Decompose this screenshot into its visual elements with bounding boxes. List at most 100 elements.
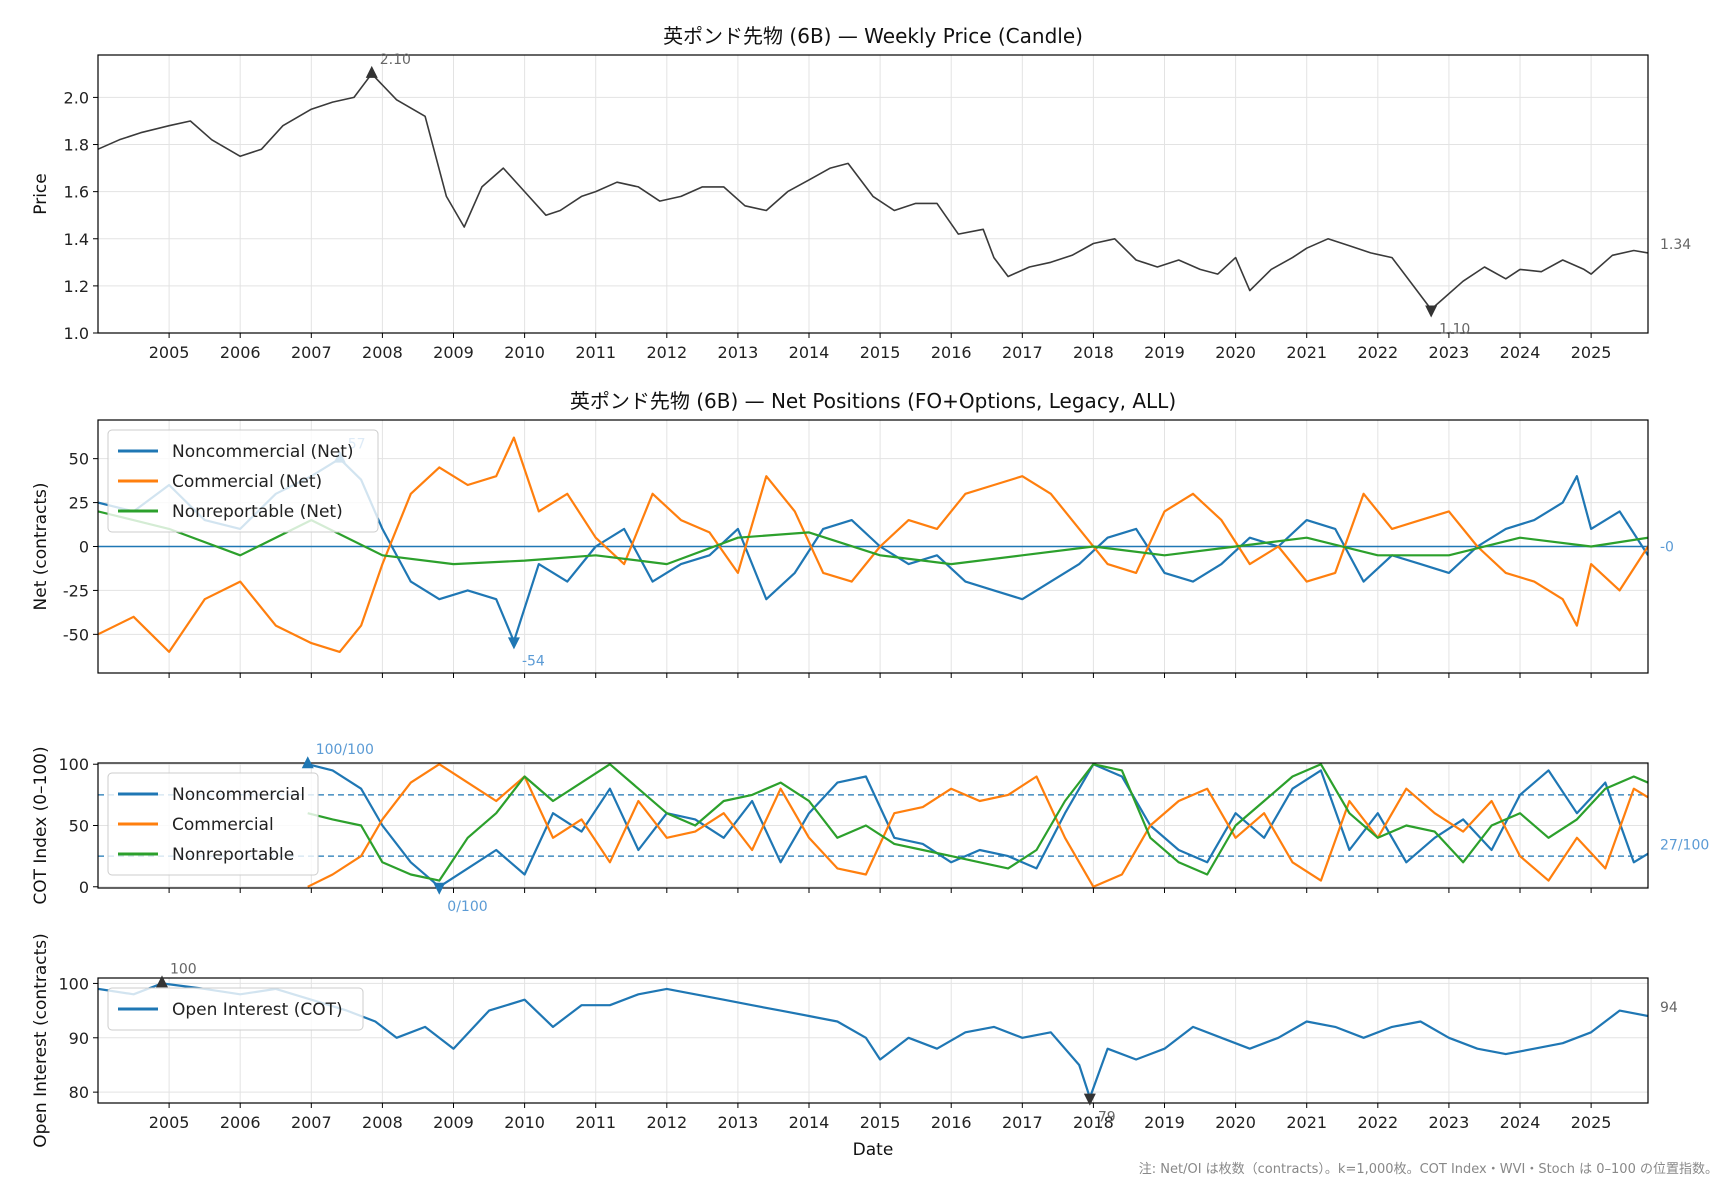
x-tick-label: 2010 [504, 1113, 545, 1132]
x-tick-label: 2010 [504, 343, 545, 362]
legend: Open Interest (COT) [107, 987, 364, 1031]
legend-label: Commercial [172, 815, 274, 835]
y-axis-label: Net (contracts) [31, 483, 51, 611]
min-annotation: 79 [1098, 1110, 1116, 1126]
x-tick-label: 2022 [1357, 1113, 1398, 1132]
x-tick-label: 2016 [931, 1113, 972, 1132]
x-tick-label: 2019 [1144, 343, 1185, 362]
min-marker [507, 637, 520, 650]
plot-frame [97, 977, 1649, 1104]
plot-frame [97, 419, 1649, 674]
x-tick-label: 2008 [362, 343, 403, 362]
legend-box [107, 772, 319, 876]
x-tick-label: 2005 [149, 1113, 190, 1132]
x-tick-label: 2024 [1500, 1113, 1541, 1132]
legend-label: Noncommercial [172, 785, 305, 805]
x-tick-label: 2017 [1002, 343, 1043, 362]
x-tick-label: 2025 [1571, 343, 1612, 362]
x-tick-label: 2014 [789, 343, 830, 362]
series-line-noncommercial-net- [98, 457, 1648, 643]
x-tick-label: 2023 [1429, 1113, 1470, 1132]
x-tick-label: 2007 [291, 343, 332, 362]
x-tick-label: 2024 [1500, 343, 1541, 362]
x-tick-label: 2012 [646, 343, 687, 362]
legend: Noncommercial (Net) Commercial (Net) Nonre… [107, 429, 379, 533]
y-tick-label: 80 [69, 1083, 89, 1102]
plot-frame [97, 54, 1649, 334]
last-value-annotation: 1.34 [1660, 237, 1691, 253]
x-tick-label: 2011 [575, 343, 616, 362]
x-tick-label: 2014 [789, 1113, 830, 1132]
y-tick-label: 1.4 [64, 230, 89, 249]
legend-label: Noncommercial (Net) [172, 442, 354, 462]
x-tick-label: 2013 [718, 1113, 759, 1132]
panel-oi: 80 90 100 2005 2006 2007 2008 2009 2010 2011 2012 2… [31, 933, 1678, 1160]
x-tick-label: 2006 [220, 343, 261, 362]
y-tick-label: -25 [63, 581, 89, 600]
last-value-annotation: -0 [1660, 539, 1674, 555]
legend-label: Open Interest (COT) [172, 1000, 343, 1020]
y-tick-label: 90 [69, 1029, 89, 1048]
panel-title: 英ポンド先物 (6B) — Net Positions (FO+Options,… [570, 389, 1176, 413]
last-value-annotation: 94 [1660, 1000, 1678, 1016]
x-axis-label: Date [853, 1140, 894, 1160]
x-tick-label: 2009 [433, 343, 474, 362]
x-tick-label: 2006 [220, 1113, 261, 1132]
series-line-open-interest-cot- [98, 982, 1648, 1099]
x-tick-label: 2015 [860, 343, 901, 362]
y-tick-label: 1.8 [64, 136, 89, 155]
max-marker [155, 975, 168, 988]
x-tick-label: 2005 [149, 343, 190, 362]
panel-net: -50 -25 0 25 50 英ポンド先物 (6B) — Net Positions (… [31, 389, 1674, 678]
x-tick-label: 2009 [433, 1113, 474, 1132]
x-tick-label: 2021 [1286, 1113, 1327, 1132]
min-marker [1425, 305, 1438, 318]
legend-label: Nonreportable [172, 845, 294, 865]
y-tick-label: 0 [79, 538, 89, 557]
y-tick-label: 50 [69, 450, 89, 469]
x-tick-label: 2013 [718, 343, 759, 362]
x-tick-label: 2020 [1215, 1113, 1256, 1132]
panel-price: 1.0 1.2 1.4 1.6 1.8 2.0 2005 2006 2007 2008 2009 20… [31, 24, 1691, 362]
y-axis-label: Open Interest (contracts) [31, 933, 51, 1147]
series-line-noncommercial [307, 763, 1648, 888]
x-tick-label: 2021 [1286, 343, 1327, 362]
series-line-nonreportable-net- [98, 510, 1648, 566]
y-tick-label: 1.6 [64, 183, 89, 202]
legend-label: Nonreportable (Net) [172, 502, 343, 522]
y-tick-label: 100 [58, 974, 89, 993]
min-annotation: 1.10 [1439, 321, 1470, 337]
x-tick-label: 2019 [1144, 1113, 1185, 1132]
x-tick-label: 2012 [646, 1113, 687, 1132]
x-tick-label: 2020 [1215, 343, 1256, 362]
x-tick-label: 2022 [1357, 343, 1398, 362]
panel-title: 英ポンド先物 (6B) — Weekly Price (Candle) [663, 24, 1083, 48]
legend-box [107, 987, 364, 1031]
y-tick-label: 25 [69, 494, 89, 513]
y-tick-label: 100 [58, 755, 89, 774]
x-tick-label: 2023 [1429, 343, 1470, 362]
legend: Noncommercial Commercial Nonreportable [107, 772, 319, 876]
x-tick-label: 2007 [291, 1113, 332, 1132]
y-tick-label: 50 [69, 817, 89, 836]
min-marker [433, 882, 446, 895]
y-tick-label: 0 [79, 878, 89, 897]
max-annotation: 100 [170, 961, 197, 977]
panel-cot_index: 0 50 100 COT Index (0–100) 100/100 0/100 27/10… [31, 742, 1709, 915]
footnote: 注: Net/OI は枚数（contracts）。k=1,000枚。COT In… [1138, 1162, 1718, 1177]
x-tick-label: 2018 [1073, 1113, 1114, 1132]
y-tick-label: 2.0 [64, 88, 89, 107]
series-line-nonreportable [307, 763, 1648, 882]
y-axis-label: COT Index (0–100) [31, 746, 51, 904]
max-marker [301, 756, 314, 769]
min-marker [1083, 1093, 1096, 1106]
x-tick-label: 2025 [1571, 1113, 1612, 1132]
max-annotation: 100/100 [316, 742, 374, 758]
x-tick-label: 2008 [362, 1113, 403, 1132]
series-line-commercial-net- [98, 436, 1648, 654]
min-annotation: 0/100 [447, 899, 487, 915]
x-tick-label: 2017 [1002, 1113, 1043, 1132]
min-annotation: -54 [522, 653, 545, 669]
x-tick-label: 2018 [1073, 343, 1114, 362]
